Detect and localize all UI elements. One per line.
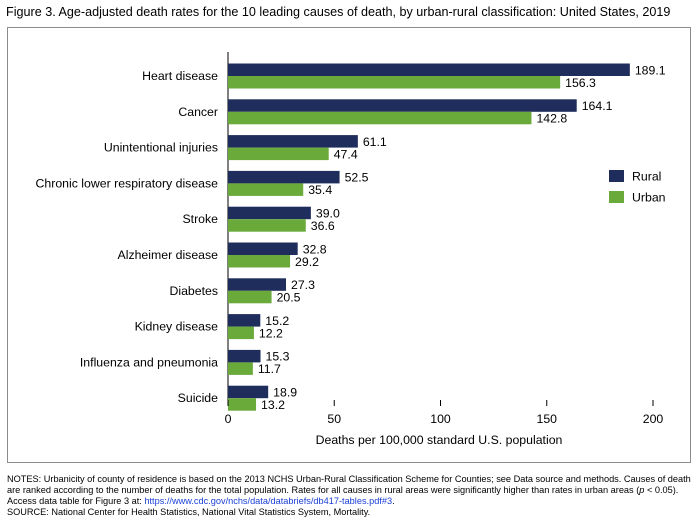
legend-label-rural: Rural bbox=[632, 170, 661, 184]
data-label-urban: 13.2 bbox=[261, 398, 285, 412]
x-tick-label: 50 bbox=[327, 412, 341, 426]
notes-text: NOTES: Urbanicity of county of residence… bbox=[7, 474, 691, 495]
chart-frame: Heart disease 189.1 156.3 Cancer 164.1 142.8 U… bbox=[7, 27, 691, 463]
data-label-rural: 15.3 bbox=[266, 350, 290, 364]
data-label-rural: 32.8 bbox=[303, 242, 327, 256]
bar-urban bbox=[228, 362, 253, 375]
category-label: Kidney disease bbox=[135, 320, 219, 334]
x-tick-label: 150 bbox=[536, 412, 557, 426]
x-tick-label: 100 bbox=[430, 412, 451, 426]
data-label-rural: 189.1 bbox=[635, 63, 666, 77]
data-label-urban: 20.5 bbox=[277, 291, 301, 305]
data-label-rural: 18.9 bbox=[273, 385, 297, 399]
data-label-urban: 142.8 bbox=[536, 112, 567, 126]
bar-urban bbox=[228, 183, 304, 196]
x-axis-title: Deaths per 100,000 standard U.S. populat… bbox=[316, 433, 563, 447]
category-label: Unintentional injuries bbox=[104, 141, 218, 155]
notes-text-2: < 0.05). Access data table for Figure 3 … bbox=[7, 485, 679, 506]
notes-end: . bbox=[392, 496, 395, 506]
bar-rural bbox=[228, 206, 311, 220]
legend-label-urban: Urban bbox=[632, 191, 666, 205]
data-label-rural: 39.0 bbox=[316, 206, 340, 220]
data-label-rural: 15.2 bbox=[265, 314, 289, 328]
data-label-urban: 35.4 bbox=[308, 183, 332, 197]
bar-urban bbox=[228, 326, 254, 340]
category-label: Alzheimer disease bbox=[118, 248, 219, 262]
category-label: Stroke bbox=[182, 212, 218, 226]
data-label-urban: 47.4 bbox=[334, 147, 358, 161]
bar-rural bbox=[228, 99, 577, 112]
data-label-urban: 11.7 bbox=[258, 362, 281, 376]
bar-rural bbox=[228, 278, 287, 291]
data-label-rural: 164.1 bbox=[582, 99, 613, 113]
p-symbol: p bbox=[639, 485, 645, 495]
bar-urban bbox=[228, 290, 272, 304]
bar-rural bbox=[228, 349, 261, 363]
bar-rural bbox=[228, 63, 630, 76]
bar-urban bbox=[228, 255, 291, 268]
data-table-link[interactable]: https://www.cdc.gov/nchs/data/databriefs… bbox=[144, 496, 393, 506]
category-label: Influenza and pneumonia bbox=[80, 355, 218, 369]
category-label: Chronic lower respiratory disease bbox=[36, 176, 219, 190]
data-label-rural: 27.3 bbox=[291, 278, 315, 292]
category-label: Heart disease bbox=[142, 69, 218, 83]
bar-chart: Heart disease 189.1 156.3 Cancer 164.1 142.8 U… bbox=[36, 52, 666, 447]
bar-rural bbox=[228, 135, 358, 148]
x-tick-label: 0 bbox=[225, 412, 232, 426]
bar-rural bbox=[228, 170, 340, 184]
bar-rural bbox=[228, 385, 269, 399]
legend-swatch-urban bbox=[609, 191, 624, 203]
bar-urban bbox=[228, 219, 306, 232]
data-label-rural: 61.1 bbox=[363, 135, 387, 149]
bar-rural bbox=[228, 314, 261, 327]
notes-paragraph: NOTES: Urbanicity of county of residence… bbox=[7, 474, 695, 507]
source-text: SOURCE: National Center for Health Stati… bbox=[7, 507, 371, 517]
bar-urban bbox=[228, 76, 561, 89]
chart-title: Figure 3. Age-adjusted death rates for t… bbox=[6, 5, 671, 19]
notes-block: NOTES: Urbanicity of county of residence… bbox=[7, 474, 695, 518]
legend-swatch-rural bbox=[609, 170, 624, 182]
bar-urban bbox=[228, 111, 532, 125]
data-label-urban: 29.2 bbox=[295, 255, 319, 269]
bar-urban bbox=[228, 398, 257, 411]
bar-rural bbox=[228, 242, 298, 255]
category-label: Diabetes bbox=[169, 284, 218, 298]
x-tick-label: 200 bbox=[643, 412, 664, 426]
data-label-rural: 52.5 bbox=[345, 171, 369, 185]
data-label-urban: 156.3 bbox=[565, 76, 596, 90]
category-label: Cancer bbox=[178, 105, 218, 119]
data-label-urban: 36.6 bbox=[311, 219, 335, 233]
data-label-urban: 12.2 bbox=[259, 326, 283, 340]
category-label: Suicide bbox=[178, 391, 218, 405]
bar-urban bbox=[228, 147, 329, 161]
